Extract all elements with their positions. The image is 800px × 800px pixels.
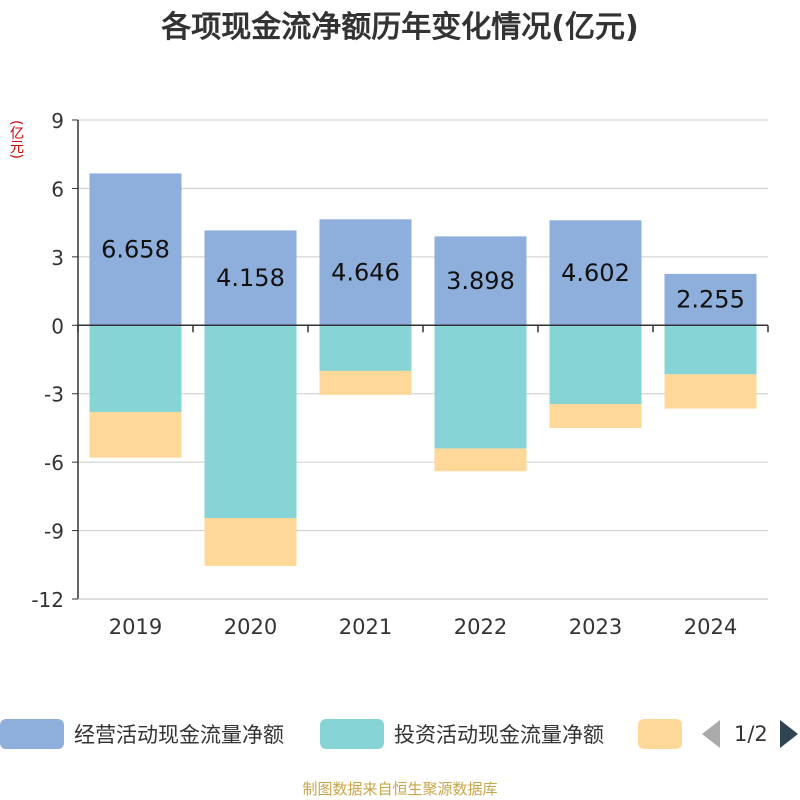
- legend-item-operating[interactable]: 经营活动现金流量净额: [0, 716, 284, 752]
- data-label-2021: 4.646: [331, 258, 400, 286]
- chart-title: 各项现金流净额历年变化情况(亿元): [161, 10, 639, 45]
- legend-swatch-operating: [0, 719, 64, 749]
- bar-series-0-2024[interactable]: [664, 273, 757, 326]
- bar-series-0-2022[interactable]: [434, 236, 527, 326]
- bar-series-2-2023[interactable]: [549, 403, 642, 428]
- bar-series-1-2020[interactable]: [204, 325, 297, 519]
- x-tick-label: 2024: [684, 615, 737, 639]
- legend-swatch-investing: [320, 719, 384, 749]
- y-tick-label: -12: [31, 588, 64, 612]
- x-tick-label: 2019: [109, 615, 162, 639]
- bar-series-0-2019[interactable]: [89, 173, 182, 326]
- bar-series-1-2022[interactable]: [434, 325, 527, 449]
- bar-series-1-2023[interactable]: [549, 325, 642, 404]
- data-label-2020: 4.158: [216, 264, 285, 292]
- y-tick-label: 0: [51, 314, 64, 338]
- y-tick-label: -6: [44, 451, 64, 475]
- bar-series-1-2024[interactable]: [664, 325, 757, 375]
- y-tick-label: 3: [51, 246, 64, 270]
- legend-item-third[interactable]: [638, 716, 682, 752]
- legend-item-investing[interactable]: 投资活动现金流量净额: [320, 716, 604, 752]
- bar-series-2-2019[interactable]: [89, 411, 182, 458]
- bar-series-0-2023[interactable]: [549, 220, 642, 326]
- bar-series-2-2020[interactable]: [204, 518, 297, 566]
- bar-series-2-2022[interactable]: [434, 448, 527, 472]
- x-tick-label: 2021: [339, 615, 392, 639]
- x-tick-label: 2020: [224, 615, 277, 639]
- legend-label-operating: 经营活动现金流量净额: [74, 723, 284, 747]
- data-label-2024: 2.255: [676, 286, 745, 314]
- legend: 经营活动现金流量净额 投资活动现金流量净额 1/2: [0, 716, 800, 752]
- legend-pager: 1/2: [702, 716, 798, 752]
- bar-series-0-2020[interactable]: [204, 230, 297, 326]
- y-tick-label: 6: [51, 177, 64, 201]
- axes: 9 6 3 0 -3 -6 -9 -12 2019 2020 2021 2022 2023 2024: [31, 109, 769, 639]
- bars: [89, 173, 757, 566]
- data-label-2023: 4.602: [561, 259, 630, 287]
- stacked-bar-chart: 9 6 3 0 -3 -6 -9 -12 2019 2020 2021 2022 2023 2024 6.…: [31, 109, 769, 639]
- data-label-2019: 6.658: [101, 235, 170, 263]
- y-axis-unit: (亿元): [8, 120, 24, 159]
- bar-series-1-2019[interactable]: [89, 325, 182, 412]
- data-labels: 6.658 4.158 4.646 3.898 4.602 2.255: [101, 235, 745, 313]
- legend-swatch-third: [638, 719, 682, 749]
- bar-series-2-2024[interactable]: [664, 374, 757, 409]
- y-tick-label: -3: [44, 383, 64, 407]
- bar-series-1-2021[interactable]: [319, 325, 412, 371]
- legend-label-investing: 投资活动现金流量净额: [394, 723, 604, 747]
- bar-series-0-2021[interactable]: [319, 219, 412, 326]
- x-tick-label: 2022: [454, 615, 507, 639]
- x-tick-label: 2023: [569, 615, 622, 639]
- pager-text: 1/2: [734, 722, 768, 746]
- y-tick-label: -9: [44, 520, 64, 544]
- y-tick-label: 9: [51, 109, 64, 133]
- data-label-2022: 3.898: [446, 267, 515, 295]
- pager-prev-icon[interactable]: [702, 720, 720, 748]
- bar-series-2-2021[interactable]: [319, 370, 412, 395]
- data-source: 制图数据来自恒生聚源数据库: [302, 780, 498, 798]
- pager-next-icon[interactable]: [779, 720, 798, 748]
